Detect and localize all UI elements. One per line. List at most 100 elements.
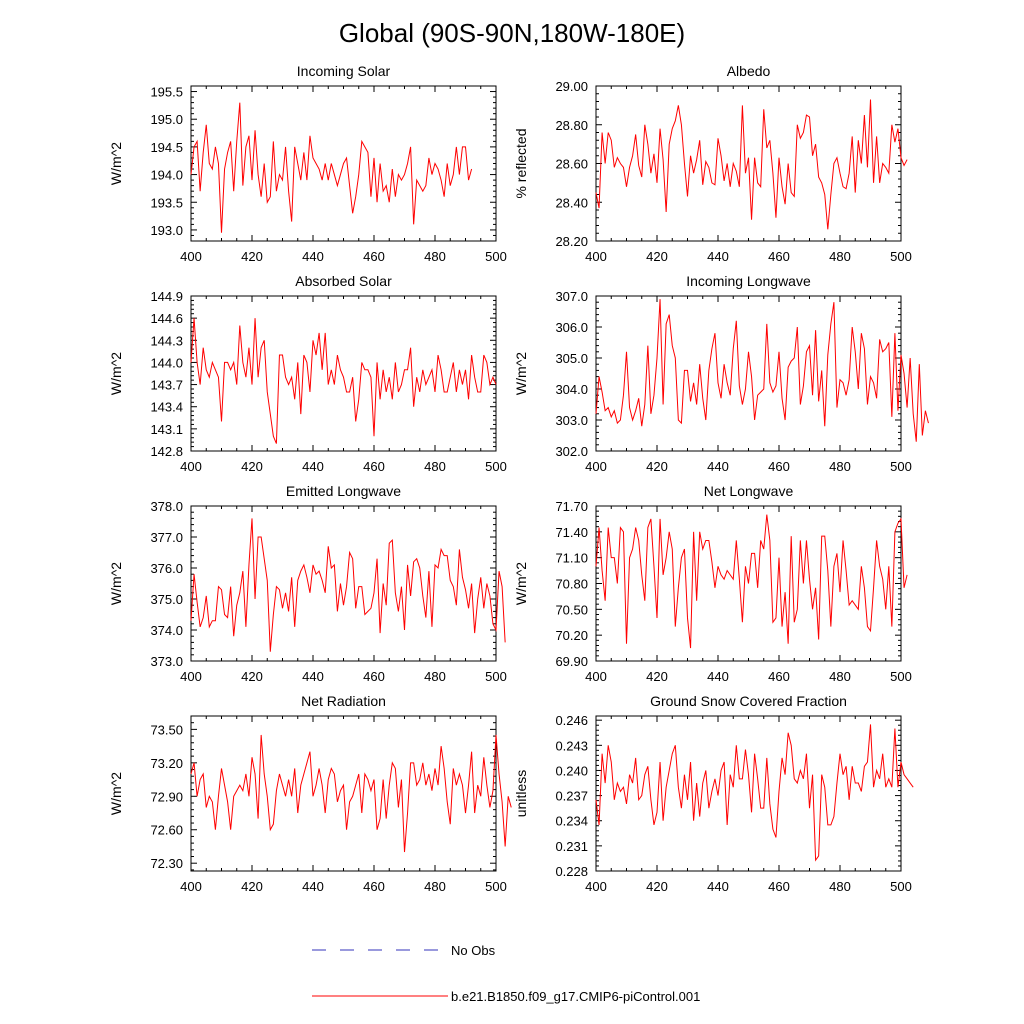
y-tick-label: 0.237	[555, 789, 588, 804]
chart-panel: Ground Snow Covered Fraction 400 420 440 460…	[513, 693, 914, 894]
y-tick-label: 143.7	[150, 378, 183, 393]
x-tick-label: 500	[890, 459, 912, 474]
x-tick-label: 500	[890, 669, 912, 684]
y-tick-label: 193.0	[150, 223, 183, 238]
x-tick-label: 480	[424, 249, 446, 264]
y-tick-label: 28.80	[555, 118, 588, 133]
panel-title: Incoming Longwave	[686, 273, 811, 289]
y-tick-label: 376.0	[150, 561, 183, 576]
x-tick-label: 400	[585, 249, 607, 264]
legend-model-label: b.e21.B1850.f09_g17.CMIP6-piControl.001	[451, 989, 700, 1004]
y-tick-label: 72.30	[150, 856, 183, 871]
y-tick-label: 195.0	[150, 112, 183, 127]
panel-title: Albedo	[727, 63, 771, 79]
x-tick-label: 480	[829, 669, 851, 684]
x-tick-label: 440	[302, 669, 324, 684]
y-tick-label: 28.20	[555, 234, 588, 249]
y-tick-label: 374.0	[150, 623, 183, 638]
series-line	[595, 299, 929, 442]
x-tick-label: 480	[424, 879, 446, 894]
x-tick-label: 400	[180, 459, 202, 474]
y-tick-label: 0.240	[555, 763, 588, 778]
x-tick-label: 440	[707, 669, 729, 684]
x-tick-label: 460	[363, 249, 385, 264]
chart-panel: Absorbed Solar 400 420 440 460 480 500 142.8 143…	[108, 273, 507, 474]
chart-panel: Net Longwave 400 420 440 460 480 500 69.90 70.20…	[513, 483, 912, 684]
x-tick-label: 500	[485, 459, 507, 474]
x-tick-label: 400	[180, 669, 202, 684]
x-tick-label: 500	[890, 249, 912, 264]
y-tick-label: 0.228	[555, 864, 588, 879]
panel-frame	[190, 295, 497, 452]
panel-title: Emitted Longwave	[286, 483, 401, 499]
y-tick-label: 70.80	[555, 577, 588, 592]
y-tick-label: 306.0	[555, 320, 588, 335]
x-tick-label: 400	[180, 879, 202, 894]
y-tick-label: 195.5	[150, 85, 183, 100]
chart-panel: Net Radiation 400 420 440 460 480 500 72.30 72.6…	[108, 693, 512, 894]
y-tick-label: 71.40	[555, 525, 588, 540]
x-tick-label: 400	[585, 879, 607, 894]
x-tick-label: 500	[485, 249, 507, 264]
panel-title: Net Radiation	[301, 693, 386, 709]
series-line	[595, 724, 914, 862]
y-tick-label: 143.1	[150, 422, 183, 437]
y-axis-label: unitless	[513, 770, 529, 817]
x-tick-label: 440	[707, 249, 729, 264]
panel-title: Net Longwave	[704, 483, 794, 499]
x-tick-label: 460	[768, 879, 790, 894]
y-tick-label: 0.246	[555, 713, 588, 728]
x-tick-label: 480	[424, 459, 446, 474]
chart-panel: Emitted Longwave 400 420 440 460 480 500 373.0 3…	[108, 483, 507, 684]
x-tick-label: 500	[485, 879, 507, 894]
x-tick-label: 480	[829, 249, 851, 264]
x-tick-label: 400	[585, 669, 607, 684]
y-axis-label: W/m^2	[513, 352, 529, 395]
y-tick-label: 303.0	[555, 413, 588, 428]
chart-panel: Incoming Longwave 400 420 440 460 480 500 302.0…	[513, 273, 929, 474]
panel-frame	[595, 295, 902, 452]
x-tick-label: 500	[890, 879, 912, 894]
y-tick-label: 71.70	[555, 499, 588, 514]
y-tick-label: 69.90	[555, 654, 588, 669]
y-axis-label: W/m^2	[513, 562, 529, 605]
x-tick-label: 420	[646, 669, 668, 684]
y-axis-label: % reflected	[513, 128, 529, 198]
x-tick-label: 420	[241, 669, 263, 684]
panel-frame	[190, 715, 497, 872]
y-tick-label: 144.3	[150, 333, 183, 348]
y-tick-label: 0.234	[555, 814, 588, 829]
series-line	[190, 318, 497, 444]
y-tick-label: 304.0	[555, 382, 588, 397]
y-axis-label: W/m^2	[108, 142, 124, 185]
panel-title: Absorbed Solar	[295, 273, 392, 289]
x-tick-label: 460	[768, 459, 790, 474]
y-tick-label: 144.6	[150, 311, 183, 326]
x-tick-label: 420	[241, 249, 263, 264]
legend-obs-label: No Obs	[451, 943, 496, 958]
x-tick-label: 480	[829, 879, 851, 894]
y-tick-label: 29.00	[555, 79, 588, 94]
y-tick-label: 72.90	[150, 789, 183, 804]
y-axis-label: W/m^2	[108, 352, 124, 395]
series-line	[190, 518, 506, 652]
y-tick-label: 71.10	[555, 551, 588, 566]
y-axis-label: W/m^2	[108, 772, 124, 815]
panel-frame	[190, 505, 497, 662]
y-tick-label: 72.60	[150, 823, 183, 838]
x-tick-label: 420	[646, 879, 668, 894]
x-tick-label: 420	[241, 879, 263, 894]
y-tick-label: 73.20	[150, 756, 183, 771]
panel-title: Incoming Solar	[297, 63, 391, 79]
y-tick-label: 377.0	[150, 530, 183, 545]
y-tick-label: 144.0	[150, 355, 183, 370]
x-tick-label: 420	[241, 459, 263, 474]
series-line	[190, 734, 512, 853]
y-tick-label: 28.40	[555, 195, 588, 210]
x-tick-label: 400	[585, 459, 607, 474]
y-tick-label: 70.50	[555, 602, 588, 617]
y-tick-label: 307.0	[555, 289, 588, 304]
y-tick-label: 142.8	[150, 444, 183, 459]
y-tick-label: 193.5	[150, 195, 183, 210]
y-tick-label: 144.9	[150, 289, 183, 304]
